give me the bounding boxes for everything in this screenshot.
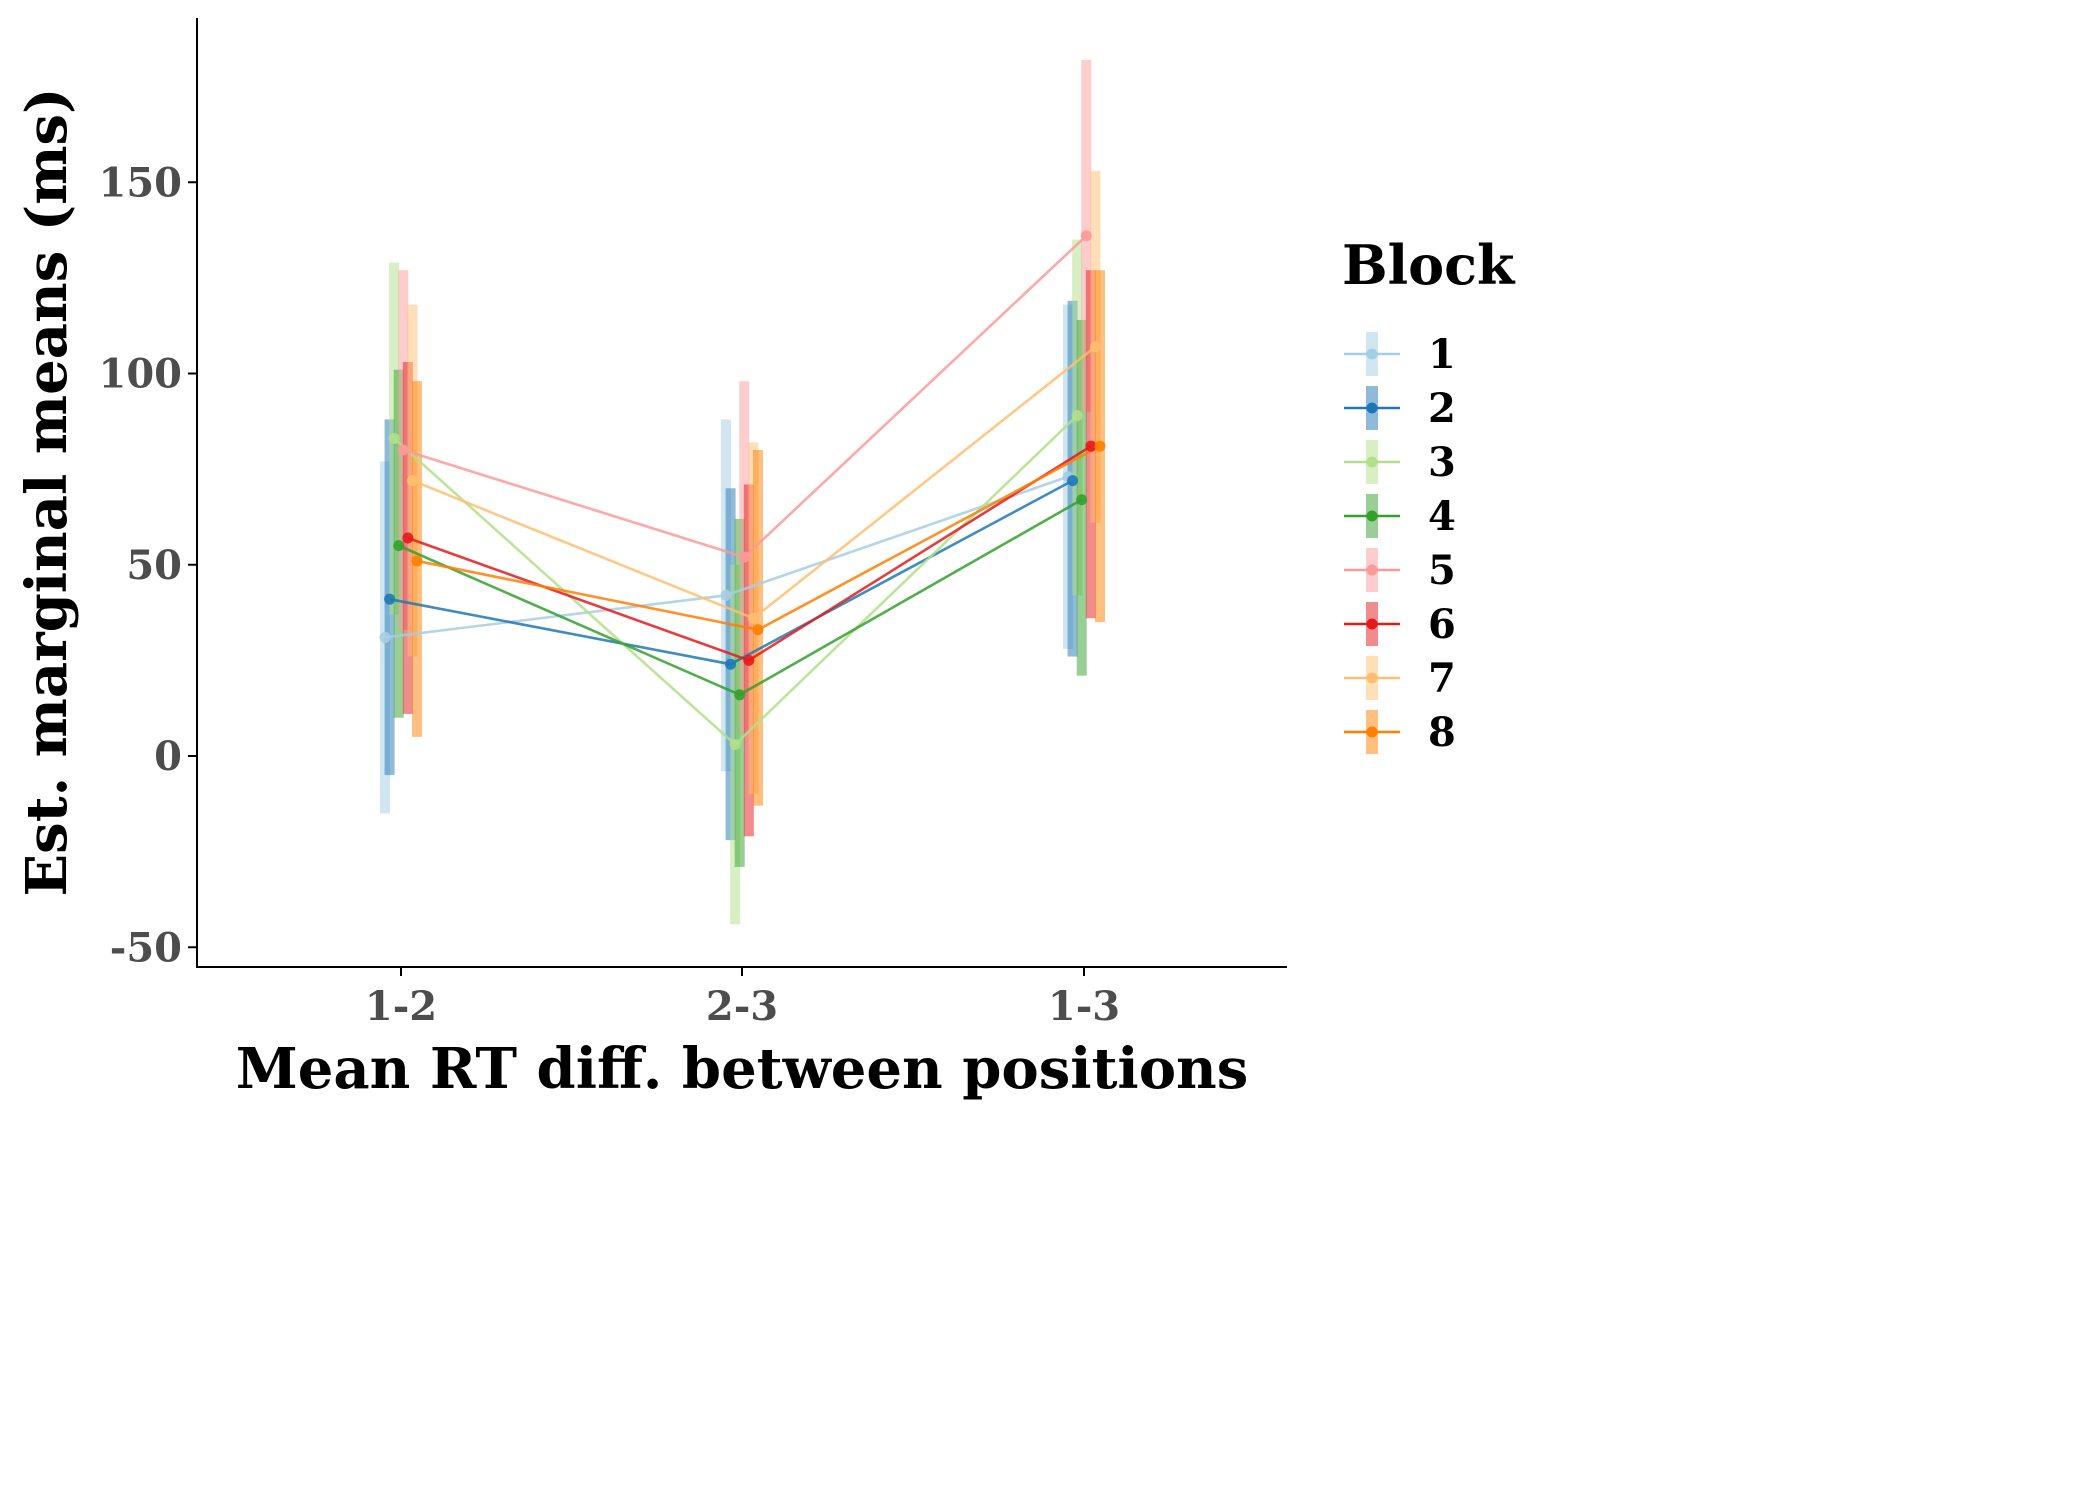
point-block-2-2-3 xyxy=(725,658,737,670)
series-points xyxy=(379,230,1106,751)
point-block-1-1-2 xyxy=(379,631,391,643)
legend-point-block-5 xyxy=(1366,564,1378,576)
legend-label-block-1: 1 xyxy=(1428,331,1456,378)
legend: Block 1 2 3 4 5 6 7 8 xyxy=(1342,233,1516,756)
point-block-8-1-3 xyxy=(1094,440,1106,452)
legend-key-block-2 xyxy=(1344,386,1400,430)
point-block-3-2-3 xyxy=(729,739,741,751)
x-tick-label-1-3: 1-3 xyxy=(1048,983,1120,1030)
x-tick-label-2-3: 2-3 xyxy=(706,983,778,1030)
legend-key-block-3 xyxy=(1344,440,1400,484)
legend-point-block-4 xyxy=(1366,510,1378,522)
point-block-4-1-3 xyxy=(1076,494,1088,506)
point-block-8-2-3 xyxy=(752,624,764,636)
legend-point-block-3 xyxy=(1366,456,1378,468)
point-block-5-1-2 xyxy=(397,444,409,456)
point-block-3-1-3 xyxy=(1071,410,1083,422)
point-block-1-2-3 xyxy=(720,589,732,601)
legend-point-block-1 xyxy=(1366,348,1378,360)
y-ticks: -50 0 50 100 150 xyxy=(99,159,197,971)
legend-label-block-8: 8 xyxy=(1428,709,1456,756)
chart: -50 0 50 100 150 1-2 2-3 1-3 Mean RT diff. bet… xyxy=(14,18,1516,1102)
point-block-7-1-3 xyxy=(1089,341,1101,353)
point-block-8-1-2 xyxy=(411,555,423,567)
y-tick-label-0: 0 xyxy=(154,733,182,780)
legend-key-block-7 xyxy=(1344,656,1400,700)
legend-label-block-7: 7 xyxy=(1428,655,1456,702)
legend-key-block-6 xyxy=(1344,602,1400,646)
legend-key-block-1 xyxy=(1344,332,1400,376)
legend-label-block-5: 5 xyxy=(1428,547,1456,594)
legend-label-block-4: 4 xyxy=(1428,493,1456,540)
point-block-7-1-2 xyxy=(406,475,418,487)
x-ticks: 1-2 2-3 1-3 xyxy=(365,967,1120,1030)
x-tick-label-1-2: 1-2 xyxy=(365,983,437,1030)
legend-point-block-6 xyxy=(1366,618,1378,630)
legend-key-block-8 xyxy=(1344,710,1400,754)
x-axis-title: Mean RT diff. between positions xyxy=(236,1036,1249,1102)
point-block-2-1-3 xyxy=(1067,475,1079,487)
y-tick-label-50: 50 xyxy=(126,542,182,589)
y-tick-label--50: -50 xyxy=(110,924,182,971)
plot-area xyxy=(379,59,1106,925)
point-block-4-2-3 xyxy=(734,689,746,701)
legend-title: Block xyxy=(1342,233,1516,297)
legend-label-block-3: 3 xyxy=(1428,439,1456,486)
point-block-5-2-3 xyxy=(738,551,750,563)
point-block-6-1-2 xyxy=(402,532,414,544)
point-block-4-1-2 xyxy=(393,540,405,552)
legend-label-block-6: 6 xyxy=(1428,601,1456,648)
legend-key-block-5 xyxy=(1344,548,1400,592)
legend-point-block-7 xyxy=(1366,672,1378,684)
y-axis-title: Est. marginal means (ms) xyxy=(14,88,80,897)
point-block-7-2-3 xyxy=(747,612,759,624)
legend-point-block-2 xyxy=(1366,402,1378,414)
legend-point-block-8 xyxy=(1366,726,1378,738)
point-block-3-1-2 xyxy=(388,433,400,445)
point-block-5-1-3 xyxy=(1080,230,1092,242)
legend-label-block-2: 2 xyxy=(1428,385,1456,432)
point-block-2-1-2 xyxy=(384,593,396,605)
point-block-6-2-3 xyxy=(743,654,755,666)
point-block-6-1-3 xyxy=(1085,440,1097,452)
legend-key-block-4 xyxy=(1344,494,1400,538)
y-tick-label-100: 100 xyxy=(99,351,183,398)
y-tick-label-150: 150 xyxy=(99,159,183,206)
